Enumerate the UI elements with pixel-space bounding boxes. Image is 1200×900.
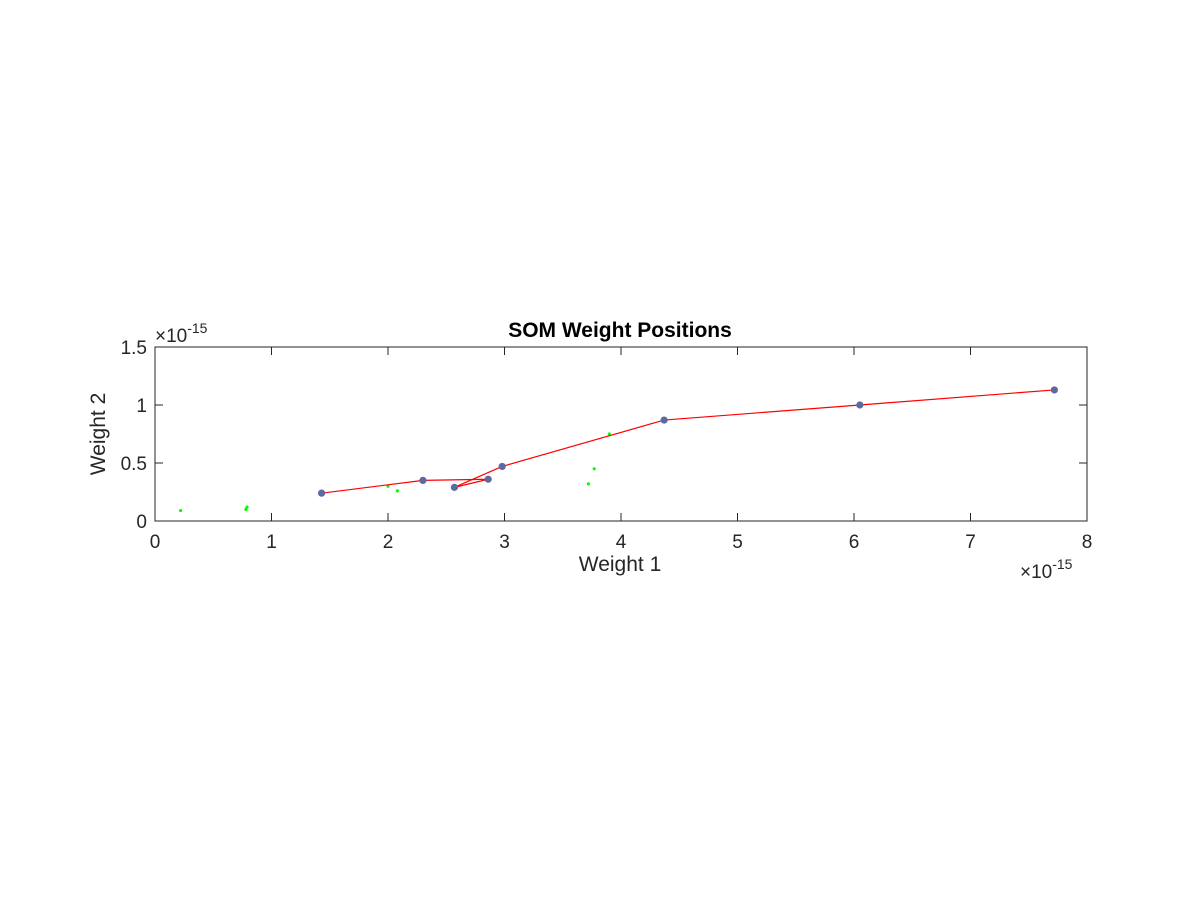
data-point [586, 482, 590, 486]
neuron-link [664, 404, 860, 421]
neuron-point [484, 475, 492, 483]
x-tick-label: 2 [383, 532, 394, 553]
y-exponent-base: ×10 [155, 326, 187, 347]
neuron-point [1050, 386, 1058, 394]
neuron-link [859, 389, 1055, 406]
chart-title: SOM Weight Positions [508, 319, 732, 342]
x-axis-label: Weight 1 [579, 553, 662, 576]
neuron-link [454, 465, 503, 488]
x-tick-label: 0 [150, 532, 161, 553]
y-tick-label: 1.5 [121, 338, 147, 359]
neuron-point [419, 476, 427, 484]
x-tick-label: 4 [616, 532, 627, 553]
y-axis-exponent: ×10-15 [155, 320, 208, 347]
data-point [179, 508, 183, 513]
neuron-link [502, 419, 665, 468]
neuron-link [321, 479, 424, 494]
data-point [395, 489, 399, 493]
x-tick-label: 1 [266, 532, 277, 553]
neuron-point [660, 416, 668, 424]
neuron-point [498, 462, 506, 471]
neuron-link [454, 478, 489, 488]
data-point [592, 467, 596, 471]
data-point [607, 432, 611, 436]
y-tick-label: 1 [136, 396, 147, 417]
x-tick-label: 7 [965, 532, 976, 553]
x-tick-label: 8 [1082, 532, 1093, 553]
neuron-point [856, 401, 864, 409]
x-tick-label: 5 [732, 532, 743, 553]
data-point [245, 505, 249, 509]
neuron-link [422, 478, 489, 481]
y-tick-label: 0 [136, 512, 147, 533]
neuron-point [450, 483, 459, 491]
x-exponent-power: -15 [1052, 556, 1072, 572]
x-axis-exponent: ×10-15 [1020, 556, 1073, 583]
x-tick-label: 6 [849, 532, 860, 553]
y-exponent-power: -15 [187, 320, 207, 336]
x-tick-label: 3 [499, 532, 510, 553]
x-exponent-base: ×10 [1020, 562, 1052, 583]
neuron-point [317, 489, 326, 497]
y-tick-label: 0.5 [121, 454, 147, 475]
axes-box [154, 346, 1088, 522]
plot-area: 0 1 2 3 4 5 6 7 8 0 0.5 1 1.5 [121, 338, 1093, 553]
y-axis-label: Weight 2 [87, 393, 110, 476]
